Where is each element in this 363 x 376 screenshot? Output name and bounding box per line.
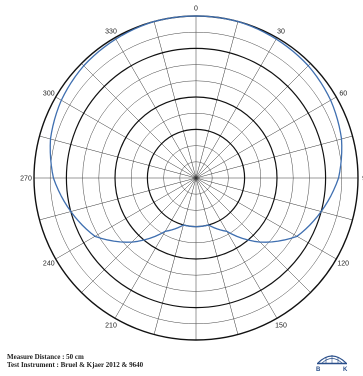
ring-4 <box>130 112 262 244</box>
series-layer <box>49 15 343 243</box>
angle-label-120: 120 <box>337 261 349 268</box>
angle-label-150: 150 <box>275 323 287 330</box>
logo-letter-b: B <box>316 367 321 372</box>
angle-labels: 0306090120150180210240270300330 <box>20 6 363 330</box>
bk-logo: B K <box>316 355 348 372</box>
ring-9 <box>49 31 343 325</box>
series-line-0 <box>49 15 343 243</box>
ring-5 <box>114 96 278 260</box>
ring-7 <box>82 64 310 292</box>
angle-label-240: 240 <box>43 261 55 268</box>
angle-label-0: 0 <box>194 6 198 13</box>
ring-8 <box>65 47 327 309</box>
ring-1 <box>179 161 213 195</box>
angle-label-330: 330 <box>105 28 117 35</box>
test-instrument-text: Test Instrument : Bruel & Kjaer 2012 & 9… <box>7 361 144 369</box>
angle-label-30: 30 <box>277 28 285 35</box>
angle-label-60: 60 <box>339 91 347 98</box>
polar-grid <box>33 15 359 341</box>
angle-label-300: 300 <box>43 91 55 98</box>
measure-distance-text: Measure Distance : 50 cm <box>7 353 84 361</box>
angle-label-210: 210 <box>105 323 117 330</box>
logo-letter-k: K <box>343 367 348 372</box>
angle-label-270: 270 <box>20 176 32 183</box>
ring-2 <box>163 145 229 211</box>
polar-chart: 0306090120150180210240270300330 <box>20 6 363 341</box>
ring-6 <box>98 80 294 276</box>
